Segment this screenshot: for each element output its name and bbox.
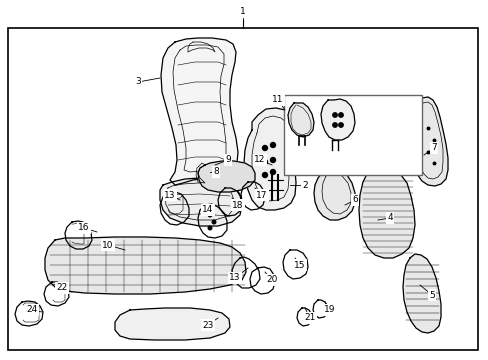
Text: 1: 1 (240, 8, 245, 17)
Text: 16: 16 (78, 224, 90, 233)
Circle shape (332, 113, 337, 117)
Text: 17: 17 (256, 190, 267, 199)
Text: 6: 6 (351, 195, 357, 204)
Text: 18: 18 (232, 201, 243, 210)
Circle shape (208, 226, 211, 230)
Text: 8: 8 (213, 167, 219, 176)
Bar (8, 28, 477, 350)
Polygon shape (115, 308, 229, 340)
Circle shape (212, 220, 215, 224)
Polygon shape (244, 108, 295, 210)
Text: 1: 1 (239, 9, 246, 19)
Polygon shape (45, 237, 245, 294)
Text: 11: 11 (272, 95, 283, 104)
Circle shape (262, 145, 267, 150)
Text: 20: 20 (266, 275, 277, 284)
Text: 4: 4 (386, 213, 392, 222)
Circle shape (338, 113, 343, 117)
Polygon shape (408, 97, 447, 186)
Text: 2: 2 (302, 180, 307, 189)
Polygon shape (160, 178, 242, 226)
Text: 23: 23 (202, 320, 213, 329)
Text: 13: 13 (164, 190, 175, 199)
Text: 10: 10 (102, 240, 114, 249)
Circle shape (332, 123, 337, 127)
Text: 19: 19 (324, 306, 335, 315)
Polygon shape (313, 169, 354, 220)
Text: 3: 3 (135, 77, 141, 86)
Text: 22: 22 (56, 284, 67, 292)
Text: 9: 9 (224, 156, 230, 165)
Circle shape (270, 170, 275, 175)
Circle shape (262, 159, 267, 165)
Polygon shape (358, 169, 414, 258)
Text: 21: 21 (304, 314, 315, 323)
Text: 5: 5 (428, 291, 434, 300)
Polygon shape (287, 103, 313, 137)
Text: 14: 14 (202, 206, 213, 215)
Polygon shape (161, 38, 238, 185)
Text: 13: 13 (229, 274, 240, 283)
Text: 12: 12 (254, 156, 265, 165)
Circle shape (270, 143, 275, 148)
Polygon shape (320, 99, 354, 140)
Text: 15: 15 (294, 261, 305, 270)
Polygon shape (198, 161, 254, 192)
Circle shape (262, 172, 267, 177)
Circle shape (338, 123, 343, 127)
Circle shape (208, 213, 211, 217)
Text: 24: 24 (26, 306, 38, 315)
Text: 7: 7 (430, 144, 436, 153)
Polygon shape (402, 254, 440, 333)
Bar (284, 95, 421, 175)
Circle shape (270, 158, 275, 162)
